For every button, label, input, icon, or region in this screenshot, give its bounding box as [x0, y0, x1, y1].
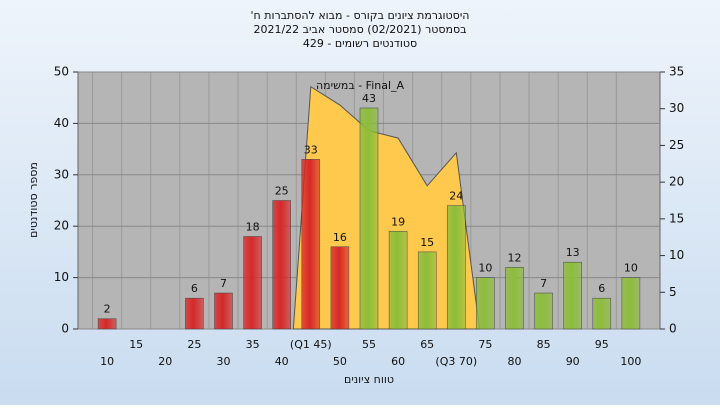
- x-tick-label: 35: [246, 338, 260, 351]
- bar: [417, 251, 437, 330]
- data-label: 25: [275, 185, 289, 198]
- x-tick-label: (Q3 70): [435, 355, 477, 368]
- x-tick-label: 50: [333, 355, 347, 368]
- bar: [563, 261, 582, 330]
- bar: [185, 297, 204, 330]
- data-label: 24: [449, 190, 463, 203]
- bar: [330, 246, 350, 330]
- data-label: 6: [598, 282, 605, 295]
- bar: [272, 200, 291, 330]
- y2-tick-label: 0: [669, 322, 677, 336]
- bar: [214, 292, 233, 330]
- data-label: 7: [220, 277, 227, 290]
- x-tick-label: 75: [478, 338, 492, 351]
- x-tick-label: 40: [275, 355, 289, 368]
- data-label: 10: [624, 262, 638, 275]
- data-label: 33: [304, 143, 318, 156]
- area-label: במשימה - Final_A: [316, 79, 405, 92]
- x-tick-label: 65: [420, 338, 434, 351]
- bar: [243, 236, 262, 330]
- data-label: 10: [478, 262, 492, 275]
- data-label: 7: [540, 277, 547, 290]
- x-tick-label: 25: [187, 338, 201, 351]
- x-tick-label: 100: [620, 355, 641, 368]
- chart-title: היסטוגרמת ציונים בקורס - מבוא להסתברות ח…: [251, 9, 470, 22]
- x-tick-label: 30: [217, 355, 231, 368]
- data-label: 18: [246, 220, 260, 233]
- bar: [359, 107, 379, 330]
- y-tick-label: 50: [54, 65, 69, 79]
- data-label: 2: [104, 303, 111, 316]
- data-label: 12: [508, 251, 522, 264]
- y2-tick-label: 25: [669, 138, 684, 152]
- y2-tick-label: 30: [669, 101, 684, 115]
- y2-tick-label: 15: [669, 211, 684, 225]
- bar: [534, 292, 553, 330]
- x-tick-label: (Q1 45): [290, 338, 332, 351]
- x-tick-label: 15: [129, 338, 143, 351]
- plot-layer: 0 10 20 30 40 50 0 5 10 15 20 25 30 35 במשימה - Final_…: [54, 65, 685, 369]
- y2-tick-label: 10: [669, 248, 684, 262]
- bar: [476, 277, 495, 330]
- chart-subtitle: בסמסטר (02/2021) סמסטר אביב 2021/22: [253, 23, 466, 36]
- x-tick-label: 95: [595, 338, 609, 351]
- y-axis-label: מספר סטודנטים: [27, 162, 40, 238]
- data-label: 6: [191, 282, 198, 295]
- y2-tick-label: 35: [669, 65, 684, 79]
- x-tick-label: 60: [391, 355, 405, 368]
- y2-tick-label: 20: [669, 175, 684, 189]
- x-tick-label: 90: [566, 355, 580, 368]
- bar: [97, 318, 117, 330]
- y-tick-label: 40: [54, 116, 69, 130]
- x-tick-label: 85: [537, 338, 551, 351]
- y-tick-label: 30: [54, 167, 69, 181]
- x-axis-label: טווח ציונים: [344, 373, 394, 386]
- y-tick-label: 10: [54, 270, 69, 284]
- bar: [505, 267, 524, 330]
- data-label: 19: [391, 215, 405, 228]
- chart-subtitle: סטודנטים רשומים - 429: [303, 37, 417, 50]
- x-tick-label: 10: [100, 355, 114, 368]
- x-tick-label: 80: [508, 355, 522, 368]
- y-tick-label: 0: [61, 322, 69, 336]
- bar: [592, 297, 612, 330]
- x-tick-label: 55: [362, 338, 376, 351]
- y2-tick-label: 5: [669, 285, 677, 299]
- bar: [388, 231, 408, 330]
- x-tick-label: 20: [158, 355, 172, 368]
- data-label: 43: [362, 92, 376, 105]
- bar: [301, 159, 321, 330]
- bar: [621, 277, 641, 330]
- data-label: 13: [566, 246, 580, 259]
- data-label: 16: [333, 231, 347, 244]
- data-label: 15: [420, 236, 434, 249]
- y-tick-label: 20: [54, 219, 69, 233]
- bar: [447, 205, 466, 330]
